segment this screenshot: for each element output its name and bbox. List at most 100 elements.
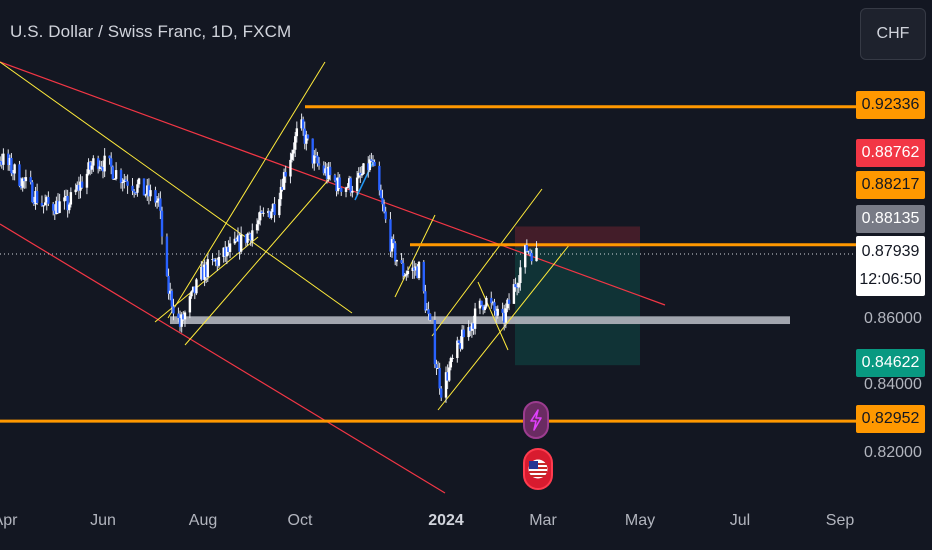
- candle-body: [77, 184, 81, 191]
- candle: [425, 302, 429, 311]
- candle: [190, 290, 193, 299]
- candle-body: [103, 155, 106, 172]
- candle-body: [494, 310, 498, 316]
- candle-body: [136, 184, 139, 193]
- lightning-icon[interactable]: [523, 401, 549, 439]
- candle: [96, 155, 100, 174]
- candle: [456, 336, 459, 363]
- candle: [259, 205, 262, 226]
- candle-body: [43, 202, 47, 206]
- candle: [257, 212, 260, 231]
- candle-body: [233, 238, 237, 244]
- candle-body: [424, 291, 427, 311]
- candle: [406, 266, 410, 278]
- candle: [76, 181, 79, 192]
- candle-body: [327, 166, 330, 179]
- candle: [405, 270, 408, 281]
- candle: [212, 258, 216, 262]
- candle: [216, 257, 219, 271]
- candle: [74, 183, 77, 195]
- candle-body: [96, 158, 100, 169]
- candle: [114, 162, 118, 181]
- candle: [124, 176, 128, 182]
- candle-body: [63, 197, 66, 202]
- candle-body: [392, 239, 395, 244]
- candle: [457, 339, 461, 345]
- candle: [370, 152, 373, 163]
- candle: [53, 204, 57, 220]
- candle: [424, 284, 427, 313]
- candle-body: [457, 340, 461, 344]
- candle-body: [284, 172, 287, 177]
- candle-body: [58, 201, 61, 213]
- candle: [340, 187, 343, 196]
- candle-body: [183, 312, 187, 320]
- candle: [472, 315, 475, 335]
- candle-body: [483, 306, 486, 311]
- candle: [400, 253, 403, 264]
- candle-body: [123, 179, 126, 183]
- candle: [2, 148, 5, 171]
- candle-body: [182, 314, 185, 320]
- candle: [292, 142, 295, 161]
- candle-body: [224, 247, 227, 257]
- candle: [328, 162, 332, 181]
- candle-body: [278, 199, 281, 216]
- candle: [224, 240, 227, 262]
- candle-body: [178, 317, 182, 327]
- candle: [301, 116, 305, 136]
- candle-body: [360, 174, 364, 176]
- candle-body: [190, 291, 193, 297]
- candle-body: [98, 166, 101, 169]
- candle: [449, 356, 453, 371]
- candle-body: [40, 202, 44, 206]
- candle-body: [460, 329, 464, 349]
- candle-body: [90, 165, 93, 170]
- candle: [200, 261, 203, 281]
- candle-body: [31, 182, 34, 203]
- candle: [401, 257, 405, 280]
- candle: [493, 298, 496, 316]
- candle-body: [165, 236, 169, 276]
- candle-body: [459, 343, 462, 349]
- us-flag-icon[interactable]: [523, 448, 553, 490]
- candle-body: [357, 172, 360, 178]
- candle-body: [467, 327, 470, 338]
- candle-body: [88, 162, 92, 170]
- candle-body: [214, 259, 217, 262]
- candle: [273, 197, 276, 223]
- candle: [43, 194, 47, 206]
- red-channel-lower: [0, 223, 446, 494]
- candle-body: [137, 178, 141, 185]
- candle-body: [506, 299, 509, 309]
- candle-body: [66, 195, 69, 211]
- candle: [85, 169, 89, 195]
- candle: [394, 241, 397, 266]
- yellow-desc-upper: [0, 61, 353, 314]
- candle-body: [35, 191, 39, 203]
- candle: [460, 325, 464, 350]
- candle-body: [172, 306, 175, 314]
- candle: [347, 175, 351, 190]
- yellow-asc-lower: [184, 177, 331, 346]
- candle: [23, 177, 26, 189]
- candle-body: [149, 190, 152, 197]
- candle-body: [101, 167, 105, 172]
- candle-body: [333, 175, 337, 181]
- candle: [79, 174, 82, 199]
- currency-button[interactable]: CHF: [860, 8, 926, 60]
- candle: [225, 246, 229, 265]
- candle-body: [351, 191, 354, 193]
- candle-body: [316, 155, 319, 164]
- candle: [336, 172, 340, 195]
- candle: [45, 195, 48, 211]
- candle: [98, 160, 101, 172]
- x-tick-label: Jul: [729, 512, 751, 529]
- candle-body: [462, 329, 465, 338]
- candle: [444, 366, 448, 403]
- candle-body: [23, 178, 26, 182]
- candle-body: [368, 159, 372, 171]
- candle-body: [503, 312, 506, 323]
- candle-body: [236, 235, 240, 242]
